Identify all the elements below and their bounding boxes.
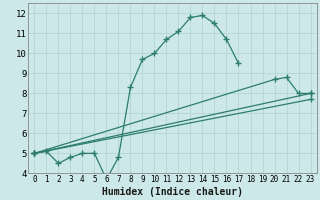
X-axis label: Humidex (Indice chaleur): Humidex (Indice chaleur) [102, 186, 243, 197]
